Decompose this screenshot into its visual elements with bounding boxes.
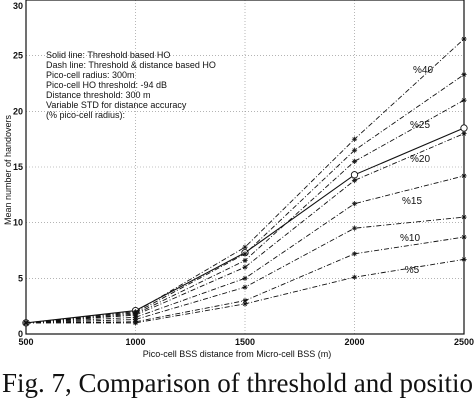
y-tick-label: 30 (13, 1, 23, 11)
data-point (461, 256, 467, 262)
data-point (23, 320, 29, 326)
legend-line: Dash line: Threshold & distance based HO (46, 60, 216, 70)
data-point (242, 284, 248, 290)
data-point (350, 171, 359, 179)
data-point (461, 234, 467, 240)
handover-chart: 500 1000 1500 2000 2500 0 5 10 15 20 25 30 Pico-ce… (3, 0, 474, 359)
series-label: %15 (402, 196, 422, 207)
data-point (242, 244, 248, 250)
x-tick-label: 2000 (344, 337, 364, 347)
y-tick-label: 0 (18, 329, 23, 339)
data-point (461, 131, 467, 137)
legend-line: Pico-cell HO threshold: -94 dB (46, 80, 167, 90)
data-point (351, 158, 358, 164)
series-group (22, 36, 468, 327)
figure-caption: Fig. 7, Comparison of threshold and posi… (2, 368, 472, 398)
x-tick-label: 1500 (235, 337, 255, 347)
data-point (351, 136, 358, 142)
y-axis-label: Mean number of handovers (3, 114, 13, 225)
series-line (25, 133, 465, 324)
x-tick-label: 500 (18, 337, 33, 347)
data-point (351, 201, 358, 207)
data-point (242, 275, 248, 281)
data-point (242, 257, 248, 264)
data-point (460, 124, 468, 132)
series-labels: %40 %25 %20 %15 %10 %5 (400, 65, 433, 276)
y-tick-label: 15 (13, 162, 23, 172)
data-point (461, 173, 467, 179)
x-tick-label: 1000 (125, 337, 145, 347)
data-point (351, 274, 358, 280)
legend-line: Variable STD for distance accuracy (46, 100, 187, 110)
data-point (351, 177, 358, 183)
series-label: %10 (400, 233, 420, 244)
series-label: %20 (410, 154, 430, 165)
legend-line: Distance threshold: 300 m (46, 90, 151, 100)
data-point (461, 97, 467, 103)
data-point (461, 214, 467, 220)
legend-line: (% pico-cell radius): (46, 110, 125, 120)
legend-line: Pico-cell radius: 300m (46, 70, 135, 80)
data-point (242, 301, 248, 307)
y-tick-label: 25 (13, 51, 23, 61)
plot-frame (25, 0, 465, 335)
series-label: %25 (410, 120, 430, 131)
data-point (242, 264, 248, 270)
data-point (461, 36, 467, 42)
series-label: %40 (413, 65, 433, 76)
data-point (132, 320, 139, 326)
y-tick-label: 20 (13, 106, 23, 116)
series-line (25, 175, 465, 324)
data-point (242, 251, 248, 257)
data-point (461, 71, 467, 78)
series-label: %5 (405, 265, 420, 276)
data-point (351, 147, 358, 153)
y-tick-label: 5 (18, 273, 23, 283)
data-point (351, 251, 358, 257)
y-tick-label: 10 (13, 218, 23, 228)
y-tick-labels: 0 5 10 15 20 25 30 (13, 1, 23, 339)
legend-line: Solid line: Threshold based HO (46, 50, 170, 60)
data-point (351, 225, 358, 231)
x-tick-labels: 500 1000 1500 2000 2500 (18, 337, 474, 347)
x-axis-label: Pico-cell BSS distance from Micro-cell B… (143, 349, 332, 359)
x-tick-label: 2500 (454, 337, 474, 347)
